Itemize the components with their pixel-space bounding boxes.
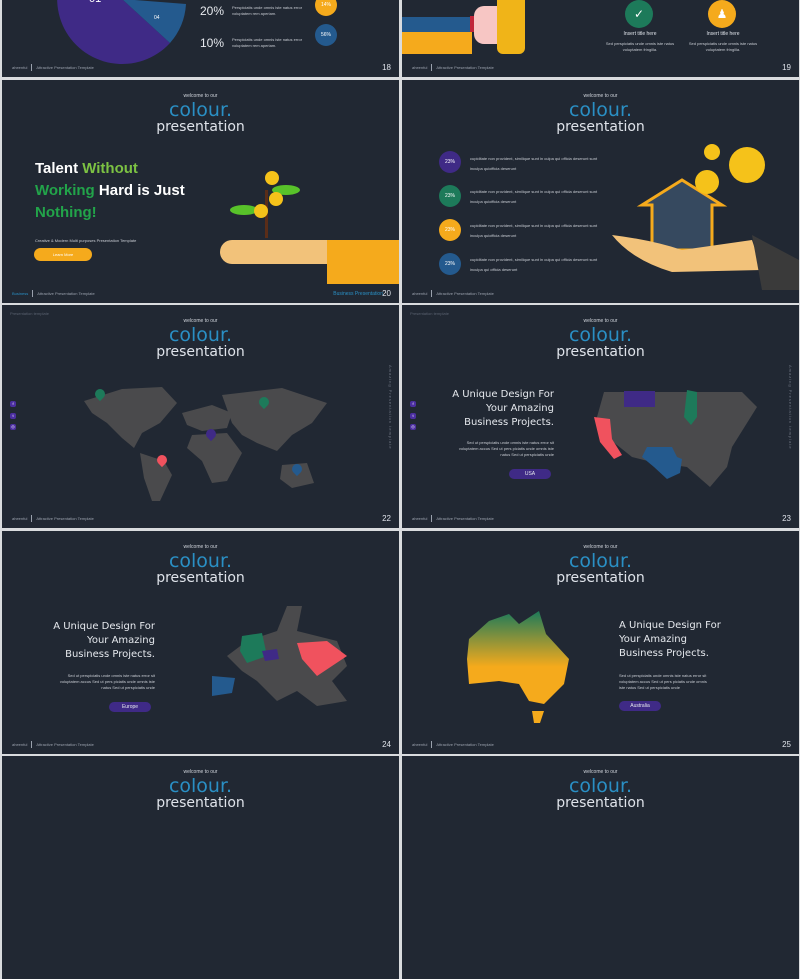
instagram-icon[interactable]: ◎	[10, 424, 16, 430]
body-text: Sed ut perspiciatis unde omnis iste natu…	[59, 673, 155, 690]
slide-26[interactable]: welcome to our colour. presentation	[2, 756, 399, 979]
pie-label-01: 01	[89, 0, 101, 5]
subtitle: Creative & Modern Multi purposes Present…	[35, 238, 137, 243]
footer: aheenful Attractive Presentation Template	[412, 64, 494, 71]
slide-header: welcome to our colour. presentation	[156, 544, 245, 586]
page-number: 22	[382, 514, 391, 523]
item-title: Insert title here	[623, 31, 657, 37]
slide-23[interactable]: Presentation template welcome to our colo…	[402, 305, 799, 528]
body-text: Sed ut perspiciatis unde omnis iste natu…	[619, 673, 707, 690]
slide-18[interactable]: 01 04 20% Perspiciatis unde omnis iste n…	[2, 0, 399, 77]
page-number: 18	[382, 63, 391, 72]
item-text: Sed perspiciatis unde omnis iste natus v…	[688, 41, 758, 52]
europe-button[interactable]: Europe	[109, 702, 151, 712]
page-number: 19	[782, 63, 791, 72]
pie-label-04: 04	[154, 15, 160, 21]
footer: aheenful Attractive Presentation Template	[12, 64, 94, 71]
footer: Business Attractive Presentation Template	[12, 290, 95, 297]
twitter-icon[interactable]: t	[10, 413, 16, 419]
item-title: Insert title here	[706, 31, 740, 37]
footer: aheenful Attractive Presentation Template	[412, 515, 494, 522]
heading: A Unique Design For Your Amazing Busines…	[452, 389, 554, 428]
corner-label: Presentation template	[410, 311, 449, 316]
slide-24[interactable]: welcome to our colour. presentation A Uniq…	[2, 531, 399, 754]
page-number: 24	[382, 740, 391, 749]
usa-map	[594, 390, 757, 487]
australia-button[interactable]: Australia	[619, 701, 661, 711]
slide-27[interactable]: welcome to our colour. presentation	[402, 756, 799, 979]
slide-25[interactable]: welcome to our colour. presentation A Uniq…	[402, 531, 799, 754]
headline: Talent Without Working Hard is Just Noth…	[35, 160, 185, 221]
footer: aheenful Attractive Presentation Template	[12, 515, 94, 522]
instagram-icon[interactable]: ◎	[410, 424, 416, 430]
slide-21[interactable]: welcome to our colour. presentation 23% cu…	[402, 80, 799, 303]
slide-19[interactable]: ✓ ♟ Insert title here Sed perspiciatis u…	[402, 0, 799, 77]
slide-header: welcome to our colour. presentation	[156, 318, 245, 360]
footer: aheenful Attractive Presentation Template	[12, 741, 94, 748]
item-text: cupiditate non provident, similique sunt…	[470, 257, 598, 272]
slide-header: welcome to our colour. presentation	[556, 544, 645, 586]
usa-button[interactable]: USA	[509, 469, 551, 479]
pct-badge: 23%	[439, 151, 461, 173]
pie-chart	[57, 0, 186, 64]
world-map	[84, 387, 327, 501]
item-text: cupiditate non provident, similique sunt…	[470, 189, 598, 204]
footer-right: Business Presentation	[333, 291, 383, 297]
heading: A Unique Design For Your Amazing Busines…	[53, 621, 155, 660]
europe-map	[212, 606, 347, 706]
vertical-label: Amazing Presentation template	[388, 365, 393, 450]
facebook-icon[interactable]: f	[10, 401, 16, 407]
slide-header: welcome to our colour. presentation	[556, 93, 645, 135]
slide-header: welcome to our colour. presentation	[556, 769, 645, 811]
slide-header: welcome to our colour. presentation	[156, 769, 245, 811]
row-text: Perspiciatis unde omnis iste natus error…	[232, 5, 303, 16]
row-text: Perspiciatis unde omnis iste natus error…	[232, 37, 303, 48]
handshake-icon: ✓	[625, 0, 653, 28]
vertical-label: Amazing Presentation template	[788, 365, 793, 450]
slide-20[interactable]: welcome to our colour. presentation Talent…	[2, 80, 399, 303]
heading: A Unique Design For Your Amazing Busines…	[619, 620, 721, 659]
corner-label: Presentation template	[10, 311, 49, 316]
badge-56: 56%	[315, 24, 337, 46]
slide-header: welcome to our colour. presentation	[556, 318, 645, 360]
footer: aheenful Attractive Presentation Template	[412, 290, 494, 297]
page-number: 25	[782, 740, 791, 749]
australia-map	[467, 611, 569, 723]
twitter-icon[interactable]: t	[410, 413, 416, 419]
footer: aheenful Attractive Presentation Template	[412, 741, 494, 748]
facebook-icon[interactable]: f	[410, 401, 416, 407]
pie-slice-01	[57, 0, 170, 64]
page-number: 23	[782, 514, 791, 523]
item-text: cupiditate non provident, similique sunt…	[470, 156, 598, 171]
pct-10: 10%	[200, 36, 225, 50]
badge-14: 14%	[315, 0, 337, 16]
body-text: Sed ut perspiciatis unde omnis iste natu…	[458, 440, 554, 457]
item-text: cupiditate non provident, similique sunt…	[470, 223, 598, 238]
team-icon: ♟	[708, 0, 736, 28]
pct-badge: 23%	[439, 219, 461, 241]
page-number: 20	[382, 289, 391, 298]
pct-badge: 23%	[439, 185, 461, 207]
learn-more-button[interactable]: Learn More	[34, 248, 92, 261]
slide-22[interactable]: Presentation template welcome to our colo…	[2, 305, 399, 528]
pct-badge: 23%	[439, 253, 461, 275]
slide-header: welcome to our colour. presentation	[156, 93, 245, 135]
pie-slice-04	[123, 0, 186, 43]
pct-20: 20%	[200, 4, 225, 18]
item-text: Sed perspiciatis unde omnis iste natus v…	[605, 41, 675, 52]
